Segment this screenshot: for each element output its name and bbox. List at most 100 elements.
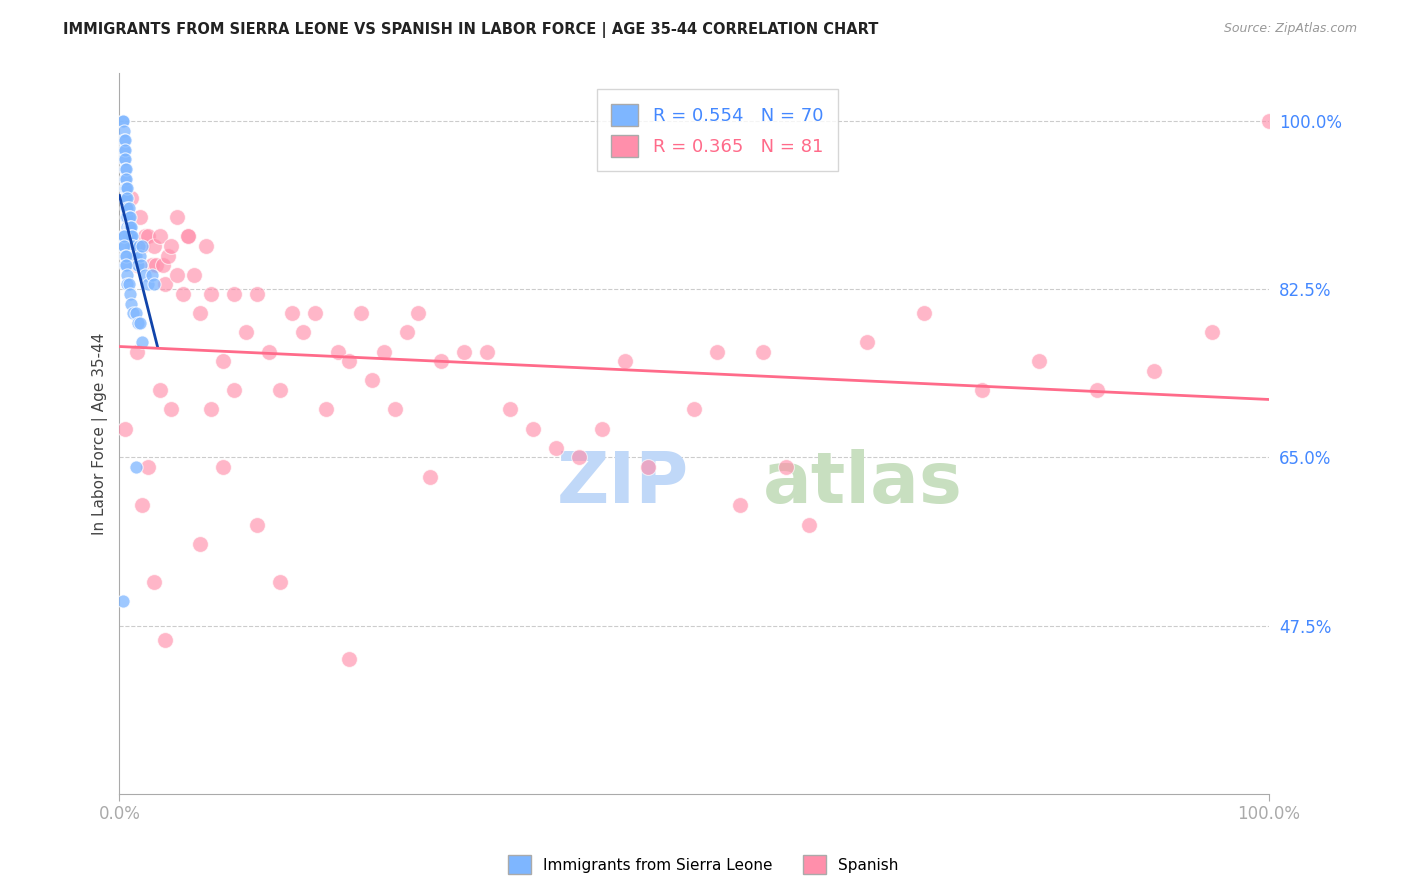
Point [121, 239, 143, 253]
Point [212, 459, 235, 474]
Point [477, 344, 499, 359]
Point [315, 402, 337, 417]
Point [752, 344, 775, 359]
Point [160, 402, 183, 417]
Point [775, 459, 797, 474]
Point [970, 383, 993, 397]
Text: IMMIGRANTS FROM SIERRA LEONE VS SPANISH IN LABOR FORCE | AGE 35-44 CORRELATION C: IMMIGRANTS FROM SIERRA LEONE VS SPANISH … [63, 22, 879, 38]
Point [111, 229, 134, 244]
Point [134, 229, 156, 244]
Point [145, 258, 167, 272]
Point [117, 210, 139, 224]
Point [292, 326, 315, 340]
Point [912, 306, 935, 320]
Point [111, 239, 134, 253]
Point [395, 326, 418, 340]
Point [269, 383, 291, 397]
Point [125, 258, 148, 272]
Point [361, 374, 384, 388]
Point [112, 133, 135, 147]
Point [419, 469, 441, 483]
Point [114, 171, 136, 186]
Point [142, 277, 165, 292]
Point [129, 258, 152, 272]
Point [117, 191, 139, 205]
Point [117, 277, 139, 292]
Point [115, 210, 138, 224]
Text: atlas: atlas [763, 450, 963, 518]
Point [129, 316, 152, 330]
Point [112, 239, 135, 253]
Point [127, 258, 149, 272]
Point [1143, 364, 1166, 378]
Point [114, 162, 136, 177]
Point [1201, 326, 1223, 340]
Point [188, 306, 211, 320]
Point [304, 306, 326, 320]
Point [281, 306, 304, 320]
Point [257, 344, 280, 359]
Point [499, 402, 522, 417]
Point [212, 354, 235, 368]
Point [614, 354, 637, 368]
Point [246, 287, 269, 301]
Point [117, 210, 139, 224]
Point [728, 499, 751, 513]
Point [124, 248, 146, 262]
Point [155, 632, 177, 647]
Point [118, 210, 141, 224]
Point [373, 344, 395, 359]
Point [706, 344, 728, 359]
Point [183, 268, 205, 282]
Point [131, 239, 153, 253]
Point [141, 268, 163, 282]
Point [118, 219, 141, 234]
Point [114, 143, 136, 157]
Point [120, 296, 142, 310]
Point [337, 652, 360, 666]
Point [156, 248, 179, 262]
Point [136, 459, 159, 474]
Point [114, 421, 136, 435]
Point [122, 239, 145, 253]
Point [546, 441, 568, 455]
Point [111, 114, 134, 128]
Point [114, 258, 136, 272]
Point [122, 306, 145, 320]
Point [129, 210, 152, 224]
Point [120, 239, 142, 253]
Point [155, 277, 177, 292]
Point [120, 229, 142, 244]
Point [224, 383, 246, 397]
Point [522, 421, 544, 435]
Point [408, 306, 430, 320]
Point [149, 229, 172, 244]
Point [114, 133, 136, 147]
Point [117, 219, 139, 234]
Point [115, 201, 138, 215]
Point [1028, 354, 1050, 368]
Point [115, 171, 138, 186]
Point [136, 229, 159, 244]
Point [124, 248, 146, 262]
Point [112, 229, 135, 244]
Point [114, 181, 136, 195]
Point [111, 594, 134, 608]
Point [122, 239, 145, 253]
Point [129, 248, 152, 262]
Point [131, 334, 153, 349]
Point [117, 219, 139, 234]
Point [246, 517, 269, 532]
Point [115, 248, 138, 262]
Point [855, 334, 877, 349]
Point [112, 123, 135, 137]
Point [683, 402, 706, 417]
Point [118, 287, 141, 301]
Point [637, 459, 659, 474]
Legend: Immigrants from Sierra Leone, Spanish: Immigrants from Sierra Leone, Spanish [502, 849, 904, 880]
Point [152, 258, 174, 272]
Point [121, 229, 143, 244]
Point [120, 219, 142, 234]
Point [112, 153, 135, 167]
Point [115, 258, 138, 272]
